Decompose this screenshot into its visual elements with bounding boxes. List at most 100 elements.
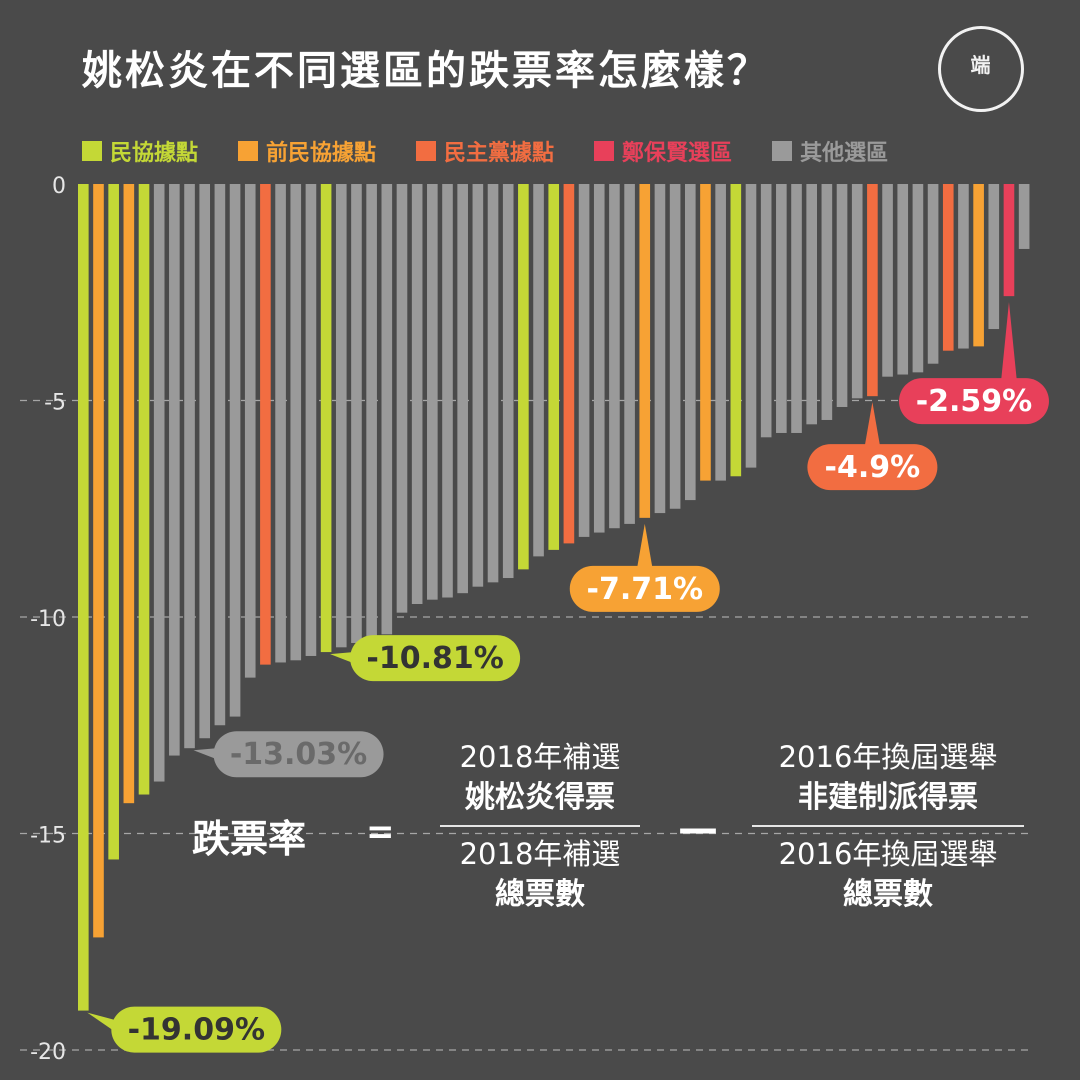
bar <box>335 184 347 648</box>
bar <box>472 184 484 587</box>
bar <box>684 184 696 501</box>
bar <box>548 184 560 550</box>
legend-label-minxie: 民協據點 <box>110 141 199 166</box>
bar <box>138 184 150 795</box>
bar <box>927 184 939 364</box>
bar <box>730 184 742 477</box>
bar <box>305 184 317 656</box>
bar <box>851 184 863 399</box>
logo-text: 端 <box>970 53 992 77</box>
y-tick-label: 0 <box>52 174 66 199</box>
bar <box>169 184 180 756</box>
bar <box>427 184 438 600</box>
bar <box>624 184 635 524</box>
callout-box <box>569 565 720 612</box>
bar <box>442 184 453 598</box>
bar <box>260 184 271 665</box>
callout-box <box>213 731 384 778</box>
bar <box>108 184 119 860</box>
callout-pointer <box>1000 302 1017 383</box>
bar <box>988 184 1000 330</box>
callout-label: -19.09% <box>128 1013 265 1048</box>
chart-legend: 民協據點 前民協據點 民主黨據點 鄭保賢選區 其他選區 <box>82 135 888 167</box>
bar <box>760 184 772 438</box>
bar <box>1018 184 1030 249</box>
bar <box>821 184 833 420</box>
bar <box>351 184 362 643</box>
legend-swatch-former-minxie <box>238 141 259 161</box>
bar <box>806 184 818 425</box>
bar <box>639 184 651 518</box>
bar <box>199 184 211 739</box>
bar <box>457 184 468 594</box>
legend-swatch-minxie <box>82 141 102 161</box>
callout-pointer <box>864 402 881 449</box>
chart-title: 姚松炎在不同選區的跌票率怎麼樣？ <box>82 48 770 94</box>
callout-label: -13.03% <box>230 737 367 772</box>
y-tick-label: -15 <box>30 824 66 849</box>
legend-swatch-other <box>772 141 793 161</box>
bar <box>518 184 529 570</box>
bar <box>897 184 909 375</box>
legend-label-cheng: 鄭保賢選區 <box>622 141 733 166</box>
callout-box <box>898 378 1049 425</box>
bar <box>973 184 984 347</box>
bar <box>700 184 711 481</box>
legend-label-former-minxie: 前民協據點 <box>266 141 377 166</box>
bar <box>275 184 286 663</box>
legend-item-cheng: 鄭保賢選區 <box>594 135 732 167</box>
y-tick-label: -5 <box>44 391 66 416</box>
callout-label: -4.9% <box>825 450 921 485</box>
legend-item-other: 其他選區 <box>772 135 888 167</box>
bar <box>654 184 666 514</box>
bar <box>912 184 924 373</box>
bar <box>791 184 802 433</box>
bar <box>123 184 135 804</box>
bar <box>715 184 726 481</box>
bar <box>290 184 302 661</box>
bar <box>882 184 893 377</box>
callout-label: -2.59% <box>916 384 1033 419</box>
bar <box>411 184 423 605</box>
bar <box>609 184 620 529</box>
bar <box>320 184 332 653</box>
bar <box>745 184 757 468</box>
bar <box>958 184 969 349</box>
callout-pointer <box>636 523 653 570</box>
callout-label: -10.81% <box>366 641 503 676</box>
legend-swatch-cheng <box>594 141 615 161</box>
bar <box>153 184 165 782</box>
callout-box <box>111 1006 282 1053</box>
bar <box>776 184 787 433</box>
legend-item-democratic: 民主黨據點 <box>416 135 554 167</box>
bar <box>366 184 377 639</box>
y-tick-label: -10 <box>30 607 66 632</box>
bar <box>563 184 575 544</box>
bar <box>942 184 954 351</box>
bar <box>214 184 226 726</box>
bar <box>244 184 256 678</box>
callout-label: -7.71% <box>587 572 704 607</box>
bar <box>93 184 104 938</box>
bar <box>487 184 499 583</box>
bar <box>836 184 848 407</box>
legend-label-other: 其他選區 <box>800 141 889 166</box>
legend-item-minxie: 民協據點 <box>82 135 198 167</box>
brand-logo: 端 <box>938 26 1024 112</box>
callout-box <box>807 444 938 491</box>
bar <box>867 184 878 397</box>
bar <box>533 184 544 557</box>
bar <box>1003 184 1015 297</box>
bar <box>396 184 408 613</box>
bar <box>381 184 393 635</box>
bar <box>593 184 605 533</box>
legend-swatch-democratic <box>416 141 437 161</box>
legend-label-democratic: 民主黨據點 <box>444 141 555 166</box>
bar <box>669 184 681 509</box>
bar <box>184 184 195 749</box>
bar <box>578 184 590 537</box>
bar <box>78 184 89 1011</box>
callout-box <box>350 635 521 682</box>
bar <box>502 184 514 579</box>
